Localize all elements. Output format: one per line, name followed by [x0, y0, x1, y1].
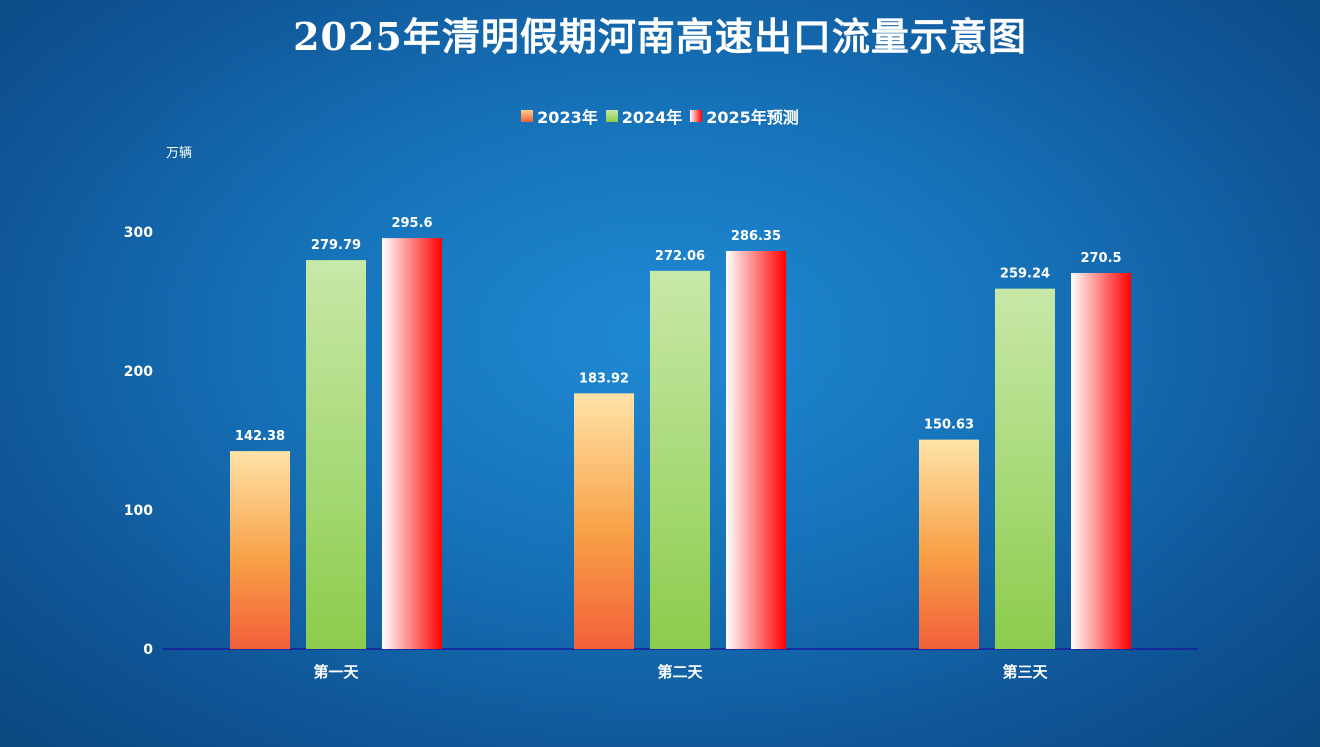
- value-label-2025-day2: 286.35: [731, 229, 781, 244]
- value-label-2023-day3: 150.63: [924, 418, 974, 433]
- value-label-2024-day3: 259.24: [1000, 267, 1050, 282]
- legend-swatch-2024: [605, 110, 618, 122]
- bar-2023-day2: [574, 393, 634, 649]
- value-label-2024-day2: 272.06: [655, 249, 705, 264]
- legend-item-2023: 2023年: [521, 104, 598, 128]
- bar-2025-day2: [726, 250, 786, 649]
- y-tick-label: 200: [124, 364, 153, 380]
- legend-swatch-2025: [690, 110, 703, 122]
- x-tick-label: 第二天: [657, 663, 703, 681]
- bar-2023-day3: [919, 439, 979, 649]
- legend: 2023年 2024年 2025年预测: [0, 104, 1320, 128]
- bar-2025-day1: [382, 238, 442, 649]
- bar-2025-day3: [1071, 273, 1131, 649]
- y-axis-unit-label: 万辆: [166, 146, 192, 161]
- bar-2023-day1: [230, 451, 290, 649]
- value-label-2023-day1: 142.38: [235, 429, 285, 444]
- chart-title: 2025年清明假期河南高速出口流量示意图: [293, 14, 1027, 59]
- bar-2024-day1: [306, 260, 366, 649]
- legend-label-2023: 2023年: [537, 108, 598, 127]
- value-label-2025-day3: 270.5: [1080, 251, 1121, 266]
- y-tick-label: 0: [143, 642, 153, 658]
- legend-label-2024: 2024年: [621, 108, 683, 127]
- value-label-2025-day1: 295.6: [391, 216, 432, 231]
- bar-2024-day3: [995, 288, 1055, 649]
- legend-item-2024: 2024年: [605, 104, 683, 128]
- legend-item-2025: 2025年预测: [690, 104, 799, 128]
- legend-label-2025: 2025年预测: [706, 108, 799, 127]
- legend-swatch-2023: [521, 110, 534, 122]
- value-label-2024-day1: 279.79: [311, 238, 361, 253]
- y-tick-label: 100: [124, 503, 153, 519]
- bar-2024-day2: [650, 270, 710, 649]
- x-tick-label: 第三天: [1002, 663, 1048, 681]
- y-tick-label: 300: [124, 225, 153, 241]
- x-tick-label: 第一天: [313, 663, 359, 681]
- value-label-2023-day2: 183.92: [579, 371, 629, 386]
